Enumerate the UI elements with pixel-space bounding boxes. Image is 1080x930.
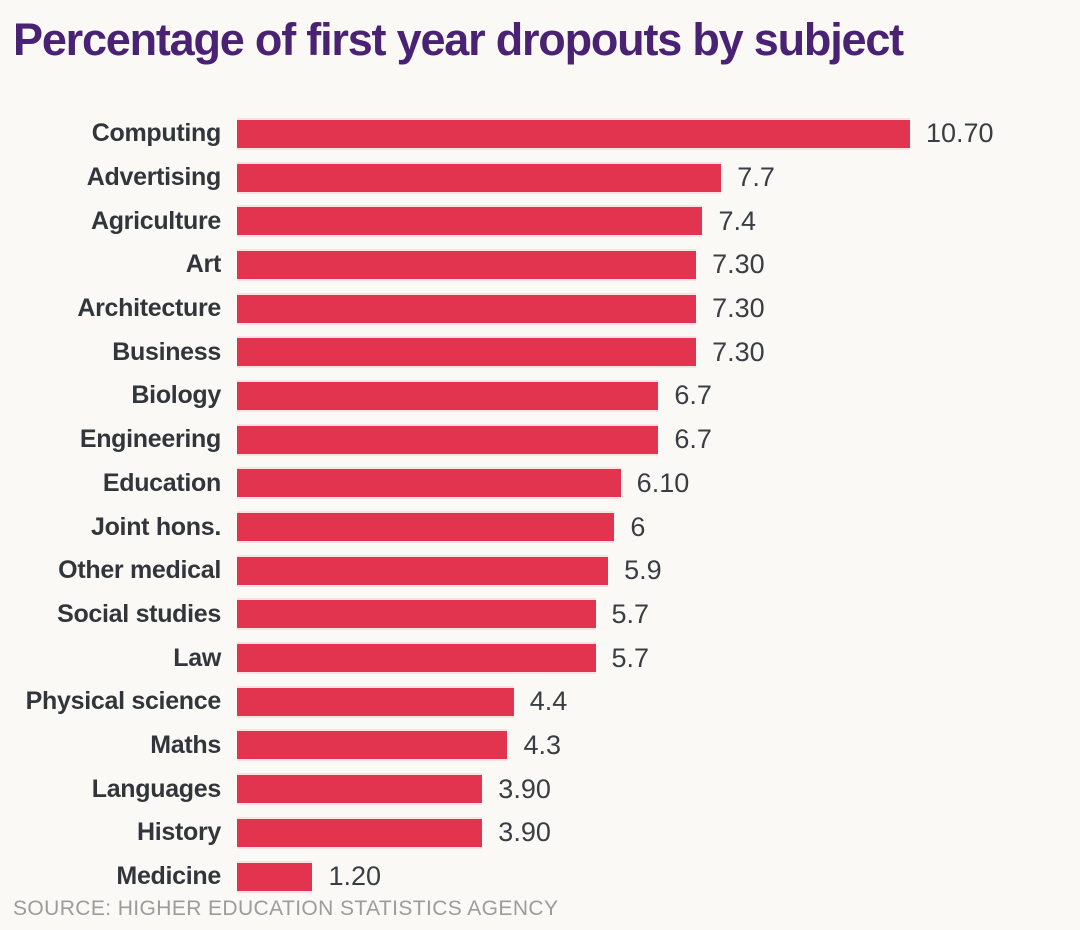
bar-row: Joint hons. 6: [0, 505, 1080, 549]
bar-row: Engineering 6.7: [0, 418, 1080, 462]
bar-track: 7.30: [237, 287, 1080, 331]
category-label: Maths: [150, 730, 221, 759]
bar-track: 7.4: [237, 199, 1080, 243]
bar-row: Art 7.30: [0, 243, 1080, 287]
category-label: Advertising: [86, 163, 222, 192]
bar-track: 6.10: [237, 462, 1080, 506]
bar-value-label: 6.7: [674, 380, 712, 411]
category-label: Architecture: [77, 294, 221, 323]
category-label: Biology: [131, 381, 221, 410]
bar-track: 3.90: [237, 811, 1080, 855]
bar-row: Architecture 7.30: [0, 287, 1080, 331]
category-label: History: [136, 818, 221, 847]
bar-row: Social studies 5.7: [0, 593, 1080, 637]
bar: [237, 729, 508, 762]
bar: [237, 205, 703, 238]
bar-value-label: 7.4: [718, 205, 756, 236]
bar-value-label: 7.30: [712, 293, 765, 324]
bar-value-label: 10.70: [926, 118, 994, 149]
bar-row: Advertising 7.7: [0, 156, 1080, 200]
bar-row: Agriculture 7.4: [0, 199, 1080, 243]
bar-value-label: 7.30: [712, 336, 765, 367]
bar-row: History 3.90: [0, 811, 1080, 855]
bar-value-label: 3.90: [498, 817, 551, 848]
bar-value-label: 7.7: [737, 162, 775, 193]
category-label: Agriculture: [90, 206, 221, 235]
bar: [237, 816, 483, 849]
bar-track: 1.20: [237, 855, 1080, 899]
bar: [237, 554, 609, 587]
bar: [237, 511, 615, 544]
bar-row: Maths 4.3: [0, 724, 1080, 768]
bar-value-label: 4.3: [523, 729, 561, 760]
bar-track: 5.7: [237, 636, 1080, 680]
bar-track: 4.3: [237, 724, 1080, 768]
category-label: Social studies: [57, 599, 221, 628]
category-label: Business: [112, 337, 221, 366]
bar-track: 7.30: [237, 243, 1080, 287]
bar: [237, 248, 697, 281]
category-label: Education: [102, 468, 221, 497]
bar-value-label: 6.10: [636, 467, 690, 498]
bar-track: 4.4: [237, 680, 1080, 724]
bar: [237, 161, 722, 194]
bar-track: 10.70: [237, 112, 1080, 156]
bar-value-label: 7.30: [712, 249, 765, 280]
bar-row: Other medical 5.9: [0, 549, 1080, 593]
category-label: Languages: [91, 774, 222, 803]
category-label: Law: [173, 643, 221, 672]
bar: [237, 117, 910, 150]
bar: [237, 336, 697, 369]
category-label: Art: [185, 250, 222, 279]
category-label: Other medical: [58, 556, 221, 585]
bar-value-label: 3.90: [498, 773, 551, 804]
bar-value-label: 5.9: [624, 555, 662, 586]
category-label: Medicine: [116, 862, 221, 891]
bar-value-label: 6: [630, 511, 646, 542]
bar-track: 6.7: [237, 418, 1080, 462]
bar-value-label: 4.4: [529, 686, 568, 717]
bar-value-label: 6.7: [674, 424, 712, 455]
chart-plot-area: Computing 10.70 Advertising 7.7 Agricult…: [0, 112, 1080, 898]
bar-track: 6: [237, 505, 1080, 549]
bar: [237, 773, 483, 806]
bar-value-label: 5.7: [611, 642, 650, 673]
bar: [237, 642, 596, 675]
bar-row: Languages 3.90: [0, 767, 1080, 811]
bar-row: Law 5.7: [0, 636, 1080, 680]
bar: [237, 598, 596, 631]
category-label: Joint hons.: [90, 512, 221, 541]
bar-track: 3.90: [237, 767, 1080, 811]
bar: [237, 467, 621, 500]
source-attribution: SOURCE: HIGHER EDUCATION STATISTICS AGEN…: [13, 897, 559, 920]
bar-track: 7.30: [237, 330, 1080, 374]
bar-track: 5.9: [237, 549, 1080, 593]
bar-row: Computing 10.70: [0, 112, 1080, 156]
bar: [237, 423, 659, 456]
bar-value-label: 1.20: [328, 861, 382, 892]
bar-value-label: 5.7: [611, 598, 650, 629]
bar-row: Physical science 4.4: [0, 680, 1080, 724]
bar-row: Medicine 1.20: [0, 855, 1080, 899]
bar-row: Education 6.10: [0, 462, 1080, 506]
chart-title: Percentage of first year dropouts by sub…: [13, 14, 904, 65]
category-label: Computing: [91, 119, 222, 148]
bar: [237, 860, 313, 893]
category-label: Engineering: [79, 425, 221, 454]
bar-row: Biology 6.7: [0, 374, 1080, 418]
bar: [237, 292, 697, 325]
bar: [237, 379, 659, 412]
bar-row: Business 7.30: [0, 330, 1080, 374]
bar-track: 7.7: [237, 156, 1080, 200]
bar-track: 5.7: [237, 593, 1080, 637]
bar: [237, 685, 514, 718]
category-label: Physical science: [25, 687, 222, 716]
bar-track: 6.7: [237, 374, 1080, 418]
